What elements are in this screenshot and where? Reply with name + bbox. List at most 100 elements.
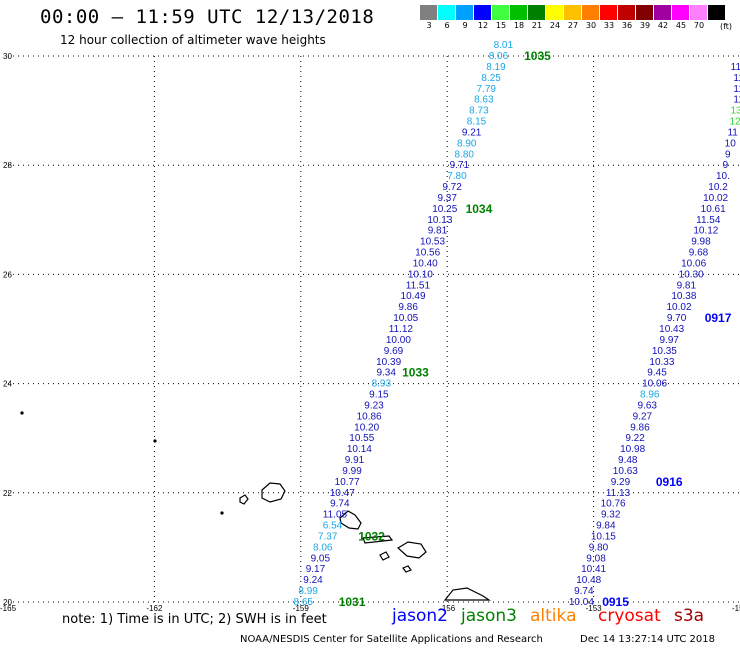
lon-tick-label: -153 — [586, 604, 603, 613]
swh-value-label: 10 — [725, 138, 737, 149]
swh-value-label: 7.80 — [447, 171, 467, 182]
kauai-island — [261, 482, 286, 503]
swh-value-label: 10.33 — [649, 357, 674, 368]
lon-tick-label: -165 — [0, 604, 17, 613]
color-swatch — [636, 5, 654, 20]
swh-value-label: 9.80 — [589, 542, 609, 553]
color-swatch — [456, 5, 474, 20]
swh-value-label: 9.97 — [660, 335, 680, 346]
lat-tick-label: 26 — [3, 270, 12, 279]
swh-value-label: 6.54 — [323, 521, 343, 532]
lanai-island — [379, 551, 390, 561]
legend-s3a: s3a — [674, 606, 705, 626]
swh-value-label: 9.21 — [462, 127, 482, 138]
swh-value-label: 10.14 — [347, 444, 372, 455]
page-title: 00:00 – 11:59 UTC 12/13/2018 — [40, 6, 375, 28]
color-scale-label: 12 — [477, 21, 489, 30]
color-swatch — [438, 5, 456, 20]
swh-value-label: 9.91 — [345, 455, 365, 466]
swh-value-label: 10.43 — [659, 324, 684, 335]
swh-value-label: 9.29 — [611, 477, 631, 488]
islet-marker — [220, 511, 224, 515]
swh-value-label: 10.39 — [376, 357, 401, 368]
swh-value-label: 9.71 — [450, 160, 470, 171]
swh-value-label: 11.13 — [606, 488, 631, 499]
swh-value-label: 9 — [725, 149, 731, 160]
swh-value-label: 9.27 — [633, 411, 653, 422]
credit-text: NOAA/NESDIS Center for Satellite Applica… — [240, 634, 543, 645]
swh-value-label: 10.63 — [613, 466, 638, 477]
color-swatch — [600, 5, 618, 20]
pass-time-label: 0917 — [705, 311, 732, 325]
swh-value-label: 11.54 — [696, 215, 721, 226]
swh-value-label: 10.76 — [601, 499, 626, 510]
swh-value-label: 11.6 — [731, 62, 740, 73]
color-swatch — [420, 5, 438, 20]
color-scale-unit: (ft) — [720, 22, 733, 31]
swh-value-label: 9.84 — [596, 521, 616, 532]
swh-labels: 8.658.999.249.179.058.067.376.5411.059.7… — [294, 40, 740, 608]
timestamp-text: Dec 14 13:27:14 UTC 2018 — [580, 634, 715, 645]
pass-time-label: 1031 — [339, 595, 366, 609]
legend-jason3: jason3 — [461, 606, 517, 626]
color-scale-label: 39 — [639, 21, 651, 30]
swh-value-label: 8.93 — [372, 379, 392, 390]
lon-tick-label: -162 — [146, 604, 163, 613]
swh-value-label: 10.05 — [393, 313, 418, 324]
swh-value-label: 9.74 — [574, 586, 594, 597]
map-grid: 30 28 26 24 22 20-165 -162 -159 -156 -153 -150 — [0, 52, 740, 613]
swh-value-label: 8.65 — [294, 597, 314, 608]
color-swatch — [492, 5, 510, 20]
swh-value-label: 9.74 — [330, 499, 350, 510]
islet-marker — [20, 411, 24, 415]
swh-value-label: 9.63 — [638, 400, 658, 411]
color-scale-label: 33 — [603, 21, 615, 30]
color-scale-label: 3 — [426, 21, 432, 30]
lat-tick-label: 20 — [3, 598, 12, 607]
color-scale-labels: 3 6 9 12 15 18 21 24 27 30 33 36 39 42 45 70 — [420, 21, 726, 30]
swh-value-label: 10.2 — [708, 182, 728, 193]
swh-value-label: 10.77 — [335, 477, 360, 488]
legend-cryosat: cryosat — [598, 606, 661, 626]
color-swatch — [582, 5, 600, 20]
color-scale-label: 21 — [531, 21, 543, 30]
pass-time-labels: 1031 1032 1033 1034 1035 0915 0916 0917 — [339, 49, 732, 609]
big-island — [443, 587, 491, 601]
swh-value-label: 8.73 — [469, 106, 489, 117]
lon-tick-label: -159 — [293, 604, 310, 613]
lon-tick-label: -150 — [732, 604, 740, 613]
swh-value-label: 10.41 — [581, 564, 606, 575]
swh-value-label: 10.02 — [666, 302, 691, 313]
swh-value-label: 10.15 — [591, 531, 616, 542]
color-scale-label: 24 — [549, 21, 561, 30]
lat-tick-label: 30 — [3, 52, 12, 61]
swh-value-label: 10.12 — [693, 226, 718, 237]
swh-value-label: 8.01 — [494, 40, 514, 51]
swh-value-label: 10.02 — [703, 193, 728, 204]
swh-value-label: 8.80 — [455, 149, 475, 160]
swh-value-label: 9.22 — [625, 433, 645, 444]
color-swatch — [510, 5, 528, 20]
pass-time-label: 1035 — [524, 49, 551, 63]
color-scale-label: 36 — [621, 21, 633, 30]
swh-value-label: 8.63 — [474, 95, 494, 106]
color-scale-label: 6 — [444, 21, 450, 30]
swh-value-label: 8.25 — [481, 73, 501, 84]
swh-value-label: 8.96 — [640, 390, 660, 401]
lat-tick-label: 24 — [3, 380, 12, 389]
legend-jason2: jason2 — [392, 606, 448, 626]
swh-value-label: 10.55 — [349, 433, 374, 444]
swh-value-label: 9.37 — [437, 193, 457, 204]
swh-value-label: 10. — [716, 171, 730, 182]
swh-value-label: 9.86 — [398, 302, 418, 313]
swh-value-label: 9.98 — [691, 237, 711, 248]
pass-time-label: 1034 — [466, 202, 493, 216]
swh-value-label: 10.86 — [357, 411, 382, 422]
color-swatch — [654, 5, 672, 20]
swh-value-label: 10.40 — [413, 258, 438, 269]
legend-altika: altika — [530, 606, 577, 626]
swh-value-label: 10.49 — [401, 291, 426, 302]
color-scale-label: 18 — [513, 21, 525, 30]
swh-value-label: 13. — [731, 106, 740, 117]
